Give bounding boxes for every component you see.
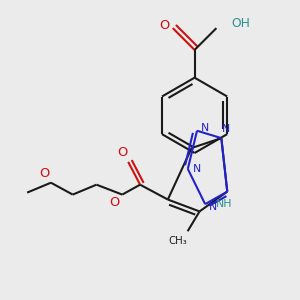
Text: N: N: [209, 202, 217, 212]
Text: N: N: [193, 164, 201, 174]
Text: CH₃: CH₃: [168, 236, 187, 246]
Text: N: N: [222, 124, 230, 134]
Text: N: N: [201, 123, 209, 133]
Text: O: O: [109, 196, 119, 209]
Text: O: O: [39, 167, 49, 180]
Text: O: O: [160, 19, 170, 32]
Text: OH: OH: [231, 17, 250, 30]
Text: O: O: [117, 146, 128, 160]
Text: NH: NH: [216, 200, 232, 209]
